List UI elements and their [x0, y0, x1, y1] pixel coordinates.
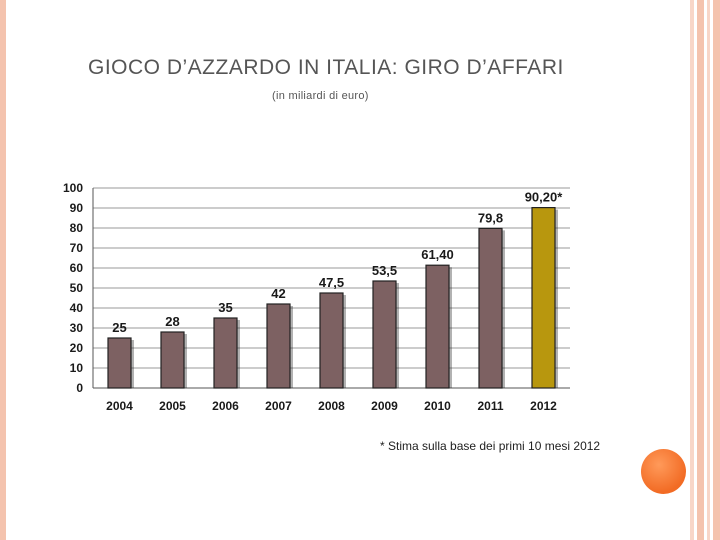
y-tick-label: 80	[70, 221, 84, 235]
y-tick-label: 90	[70, 201, 84, 215]
data-label: 53,5	[372, 263, 397, 278]
y-tick-label: 0	[76, 381, 83, 395]
x-tick-label: 2012	[530, 399, 557, 413]
x-tick-label: 2007	[265, 399, 292, 413]
chart-footnote: * Stima sulla base dei primi 10 mesi 201…	[380, 439, 601, 453]
bar	[531, 207, 556, 389]
y-tick-label: 50	[70, 281, 84, 295]
x-tick-label: 2006	[212, 399, 239, 413]
x-tick-label: 2004	[106, 399, 133, 413]
y-tick-label: 70	[70, 241, 84, 255]
data-label: 90,20*	[525, 190, 564, 205]
bar	[266, 303, 291, 389]
y-tick-label: 40	[70, 301, 84, 315]
x-tick-label: 2008	[318, 399, 345, 413]
data-label: 42	[271, 286, 285, 301]
data-label: 28	[165, 314, 179, 329]
y-tick-label: 60	[70, 261, 84, 275]
bar	[213, 317, 238, 389]
slide-subtitle: (in miliardi di euro)	[272, 90, 369, 102]
bar	[107, 337, 132, 389]
data-label: 79,8	[478, 210, 503, 225]
right-border-stripes	[690, 0, 720, 540]
x-tick-label: 2005	[159, 399, 186, 413]
x-tick-label: 2011	[477, 399, 503, 413]
data-label: 25	[112, 320, 126, 335]
bar	[160, 331, 185, 389]
x-tick-label: 2009	[371, 399, 398, 413]
bar	[478, 227, 503, 389]
slide-title: Gioco d’azzardo in Italia: giro d’affari	[88, 56, 564, 79]
x-tick-label: 2010	[424, 399, 451, 413]
left-border	[0, 0, 6, 540]
data-label: 35	[218, 300, 232, 315]
bar-chart: 0 10 20 30 40 50 60 70 80 90 100 25 2004 28 2005 35 2006…	[63, 181, 570, 413]
y-tick-label: 20	[70, 341, 84, 355]
bar	[372, 280, 397, 389]
bar	[319, 292, 344, 389]
data-label: 47,5	[319, 275, 344, 290]
decorative-circle	[641, 449, 686, 494]
y-tick-label: 100	[63, 181, 83, 195]
bar	[425, 264, 450, 389]
data-label: 61,40	[421, 247, 454, 262]
y-tick-label: 10	[70, 361, 84, 375]
y-tick-label: 30	[70, 321, 84, 335]
